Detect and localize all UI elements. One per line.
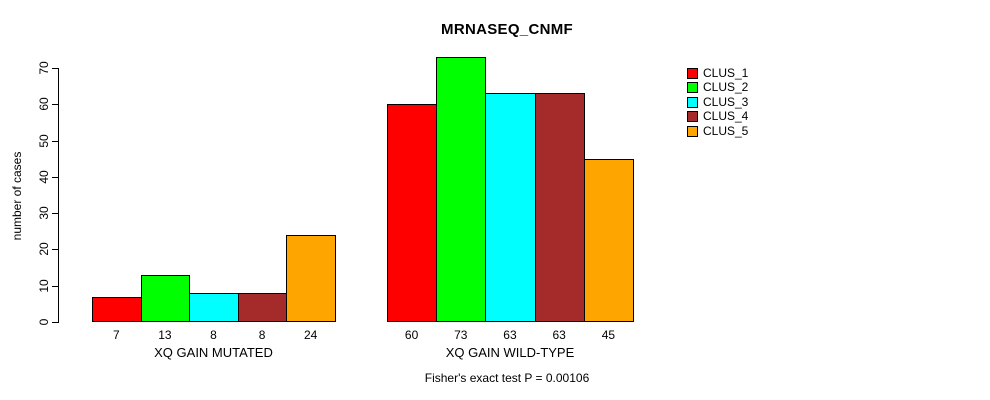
y-axis-label: number of cases bbox=[10, 151, 24, 241]
bar-value-label: 45 bbox=[601, 328, 616, 342]
group-label: XQ GAIN WILD-TYPE bbox=[445, 345, 575, 360]
legend-item: CLUS_1 bbox=[687, 66, 748, 80]
legend-label: CLUS_3 bbox=[703, 94, 749, 109]
bar bbox=[387, 104, 438, 322]
y-axis-tick bbox=[52, 322, 58, 323]
y-axis-tick-label: 20 bbox=[37, 242, 51, 257]
y-axis-tick-label: 60 bbox=[37, 97, 51, 111]
bar-value-label: 8 bbox=[258, 328, 266, 342]
y-axis-tick-label: 30 bbox=[37, 206, 51, 220]
y-axis-tick-label: 70 bbox=[37, 61, 51, 75]
y-axis-tick bbox=[52, 176, 58, 178]
bar bbox=[92, 296, 142, 322]
group-label: XQ GAIN MUTATED bbox=[154, 345, 273, 360]
legend-item: CLUS_4 bbox=[687, 110, 748, 124]
y-axis-tick bbox=[52, 68, 58, 69]
bar bbox=[189, 292, 239, 322]
y-axis-tick bbox=[52, 213, 58, 215]
y-axis-tick-label: 40 bbox=[37, 170, 51, 184]
bar-value-label: 63 bbox=[552, 328, 566, 342]
legend-label: CLUS_4 bbox=[703, 109, 749, 123]
bar bbox=[583, 158, 634, 322]
footnote: Fisher's exact test P = 0.00106 bbox=[424, 371, 590, 385]
bar-value-label: 24 bbox=[304, 328, 318, 342]
y-axis-tick-label: 0 bbox=[37, 318, 51, 326]
y-axis-tick bbox=[52, 249, 58, 251]
bar bbox=[436, 57, 487, 322]
bar-value-label: 13 bbox=[158, 328, 172, 342]
y-axis-line bbox=[58, 68, 59, 323]
bar-value-label: 73 bbox=[454, 328, 468, 342]
bar bbox=[140, 274, 191, 322]
y-axis-tick-label: 10 bbox=[37, 279, 51, 293]
bar bbox=[286, 234, 336, 322]
legend-swatch bbox=[687, 67, 698, 79]
legend-item: CLUS_2 bbox=[687, 81, 748, 95]
y-axis-tick bbox=[52, 104, 58, 106]
legend-label: CLUS_2 bbox=[703, 80, 749, 94]
bar bbox=[534, 93, 585, 322]
y-axis-tick bbox=[52, 140, 58, 142]
legend-swatch bbox=[687, 111, 698, 122]
legend-swatch bbox=[687, 125, 698, 137]
y-axis-tick-label: 50 bbox=[37, 133, 51, 148]
chart-title: MRNASEQ_CNMF bbox=[441, 21, 573, 38]
legend-swatch bbox=[687, 96, 698, 108]
legend: CLUS_1 CLUS_2 CLUS_3 CLUS_4 CLUS_5 bbox=[687, 66, 748, 139]
legend-item: CLUS_5 bbox=[687, 124, 748, 138]
bar bbox=[237, 292, 288, 322]
legend-label: CLUS_5 bbox=[703, 123, 749, 138]
legend-label: CLUS_1 bbox=[703, 65, 749, 80]
legend-item: CLUS_3 bbox=[687, 95, 748, 109]
y-axis-tick bbox=[52, 285, 58, 287]
bar-value-label: 60 bbox=[404, 328, 419, 342]
legend-swatch bbox=[687, 82, 698, 93]
bar-value-label: 63 bbox=[503, 328, 517, 342]
bar bbox=[485, 93, 536, 322]
bar-value-label: 7 bbox=[112, 328, 120, 342]
bar-value-label: 8 bbox=[210, 328, 217, 342]
